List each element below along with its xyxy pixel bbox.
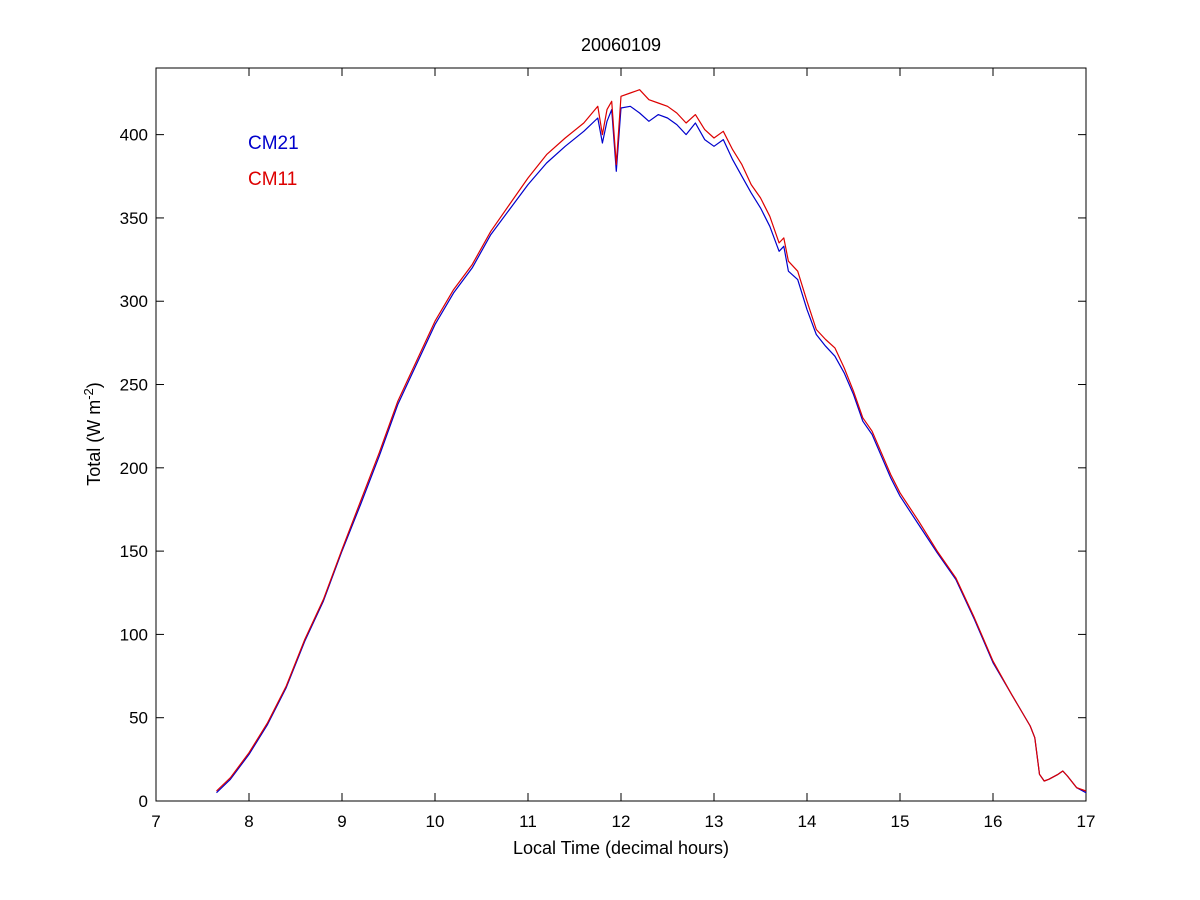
x-tick-label: 9 [337, 812, 346, 831]
y-tick-label: 0 [139, 792, 148, 811]
y-axis-label-main: Total (W m [84, 400, 104, 486]
plot-area [155, 67, 1087, 802]
x-tick-label: 8 [244, 812, 253, 831]
axis-ticks: 7 8 9 10 11 12 13 14 15 16 17 0 50 100 150 200 250 300 350… [120, 68, 1096, 831]
y-tick-label: 400 [120, 126, 148, 145]
legend-entry-cm11: CM11 [248, 169, 297, 190]
y-tick-label: 300 [120, 292, 148, 311]
y-axis-label-superscript: -2 [81, 388, 96, 400]
y-tick-label: 250 [120, 376, 148, 395]
series-line-cm21 [216, 105, 1087, 794]
y-tick-label: 200 [120, 459, 148, 478]
x-tick-label: 17 [1077, 812, 1096, 831]
series-lines [216, 89, 1087, 794]
x-tick-label: 7 [151, 812, 160, 831]
x-tick-label: 11 [519, 812, 537, 831]
y-axis-label-close: ) [84, 382, 104, 388]
x-tick-label: 14 [798, 812, 817, 831]
legend-entry-cm21: CM21 [248, 133, 299, 154]
chart-title: 20060109 [581, 35, 661, 55]
y-tick-label: 150 [120, 542, 148, 561]
legend: CM21 CM11 [248, 133, 299, 190]
y-tick-label: 100 [120, 625, 148, 644]
x-axis-label: Local Time (decimal hours) [513, 838, 729, 858]
x-tick-label: 15 [891, 812, 910, 831]
y-axis-label: Total (W m-2) [81, 382, 104, 486]
x-tick-label: 16 [984, 812, 1003, 831]
y-tick-label: 50 [129, 709, 148, 728]
series-line-cm11 [216, 89, 1087, 792]
y-tick-label: 350 [120, 209, 148, 228]
x-tick-label: 12 [612, 812, 631, 831]
x-tick-label: 10 [426, 812, 445, 831]
x-tick-label: 13 [705, 812, 724, 831]
